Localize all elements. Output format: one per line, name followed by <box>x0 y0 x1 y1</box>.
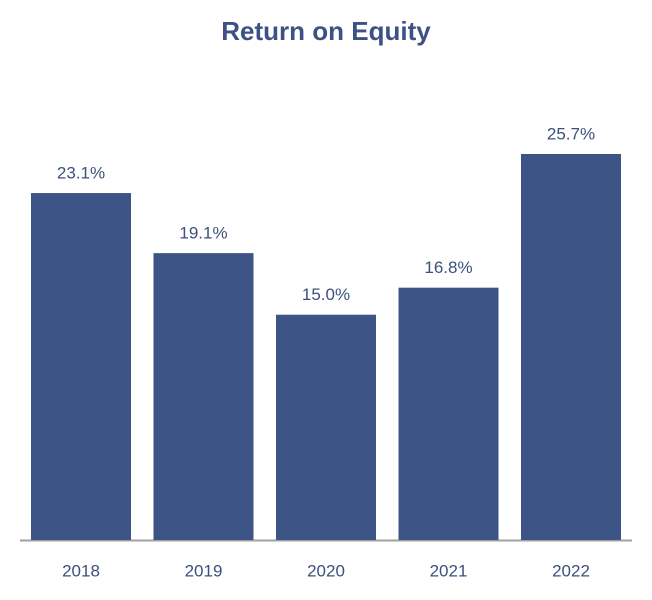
x-tick-label: 2021 <box>430 561 468 580</box>
bar <box>398 287 499 540</box>
x-tick-label: 2019 <box>185 561 223 580</box>
value-label: 25.7% <box>547 124 595 143</box>
x-tick-label: 2020 <box>307 561 345 580</box>
value-label: 15.0% <box>302 285 350 304</box>
bar <box>276 314 376 540</box>
bar <box>521 154 621 540</box>
bar <box>31 193 131 540</box>
value-label: 19.1% <box>179 224 227 243</box>
chart-title: Return on Equity <box>221 16 431 46</box>
bar <box>153 253 254 540</box>
value-label: 16.8% <box>424 258 472 277</box>
x-tick-label: 2018 <box>62 561 100 580</box>
value-label: 23.1% <box>57 164 105 183</box>
x-tick-label: 2022 <box>552 561 590 580</box>
